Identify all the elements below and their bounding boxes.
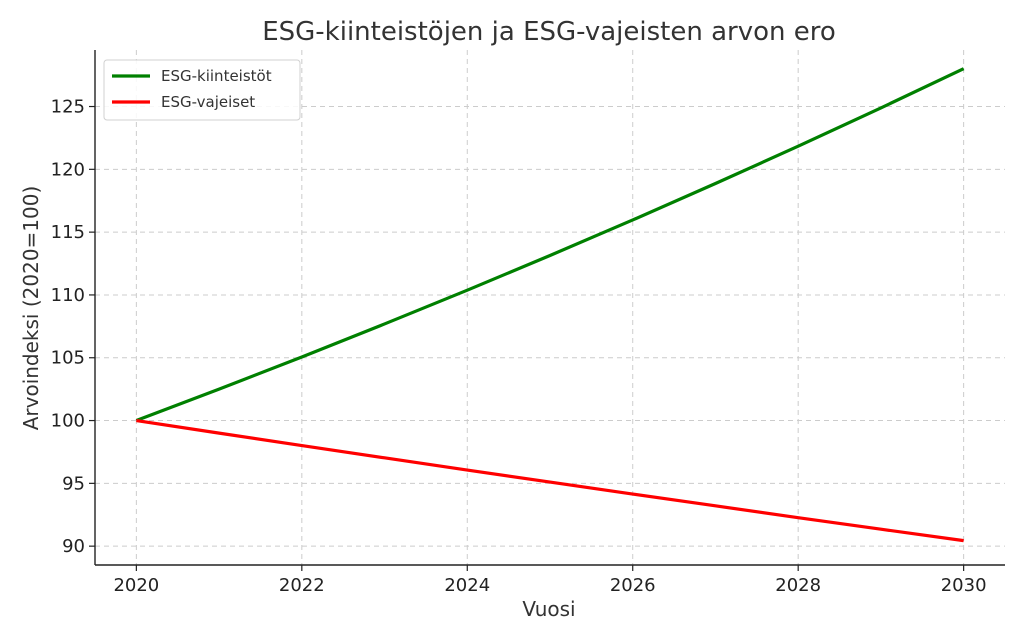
x-tick-label: 2024 <box>444 575 490 596</box>
x-tick-label: 2028 <box>775 575 821 596</box>
y-tick-label: 100 <box>51 411 85 432</box>
legend: ESG-kiinteistöt ESG-vajeiset <box>103 59 301 121</box>
x-axis-label: Vuosi <box>522 597 575 621</box>
x-ticks: 2020 2022 2024 2026 2028 2030 <box>113 565 987 596</box>
y-tick-label: 105 <box>51 348 85 369</box>
x-tick-label: 2020 <box>113 575 159 596</box>
y-ticks: 90 95 100 105 110 115 120 125 <box>51 97 95 557</box>
y-tick-label: 90 <box>62 536 85 557</box>
legend-label: ESG-kiinteistöt <box>161 67 272 85</box>
series-line-1 <box>135 67 965 423</box>
axes <box>94 50 1005 566</box>
y-tick-label: 125 <box>51 97 85 118</box>
y-tick-label: 95 <box>62 473 85 494</box>
x-tick-label: 2022 <box>279 575 325 596</box>
y-tick-label: 120 <box>51 159 85 180</box>
y-axis-label: Arvoindeksi (2020=100) <box>19 186 43 431</box>
x-tick-label: 2026 <box>610 575 656 596</box>
series-line-2 <box>136 418 964 543</box>
x-tick-label: 2030 <box>941 575 987 596</box>
y-tick-label: 115 <box>51 222 85 243</box>
grid-lines <box>95 50 1005 565</box>
legend-box <box>103 59 301 121</box>
y-tick-label: 110 <box>51 285 85 306</box>
series-lines <box>135 67 965 543</box>
legend-label: ESG-vajeiset <box>161 93 255 111</box>
chart-title: ESG-kiinteistöjen ja ESG-vajeisten arvon… <box>262 17 836 47</box>
